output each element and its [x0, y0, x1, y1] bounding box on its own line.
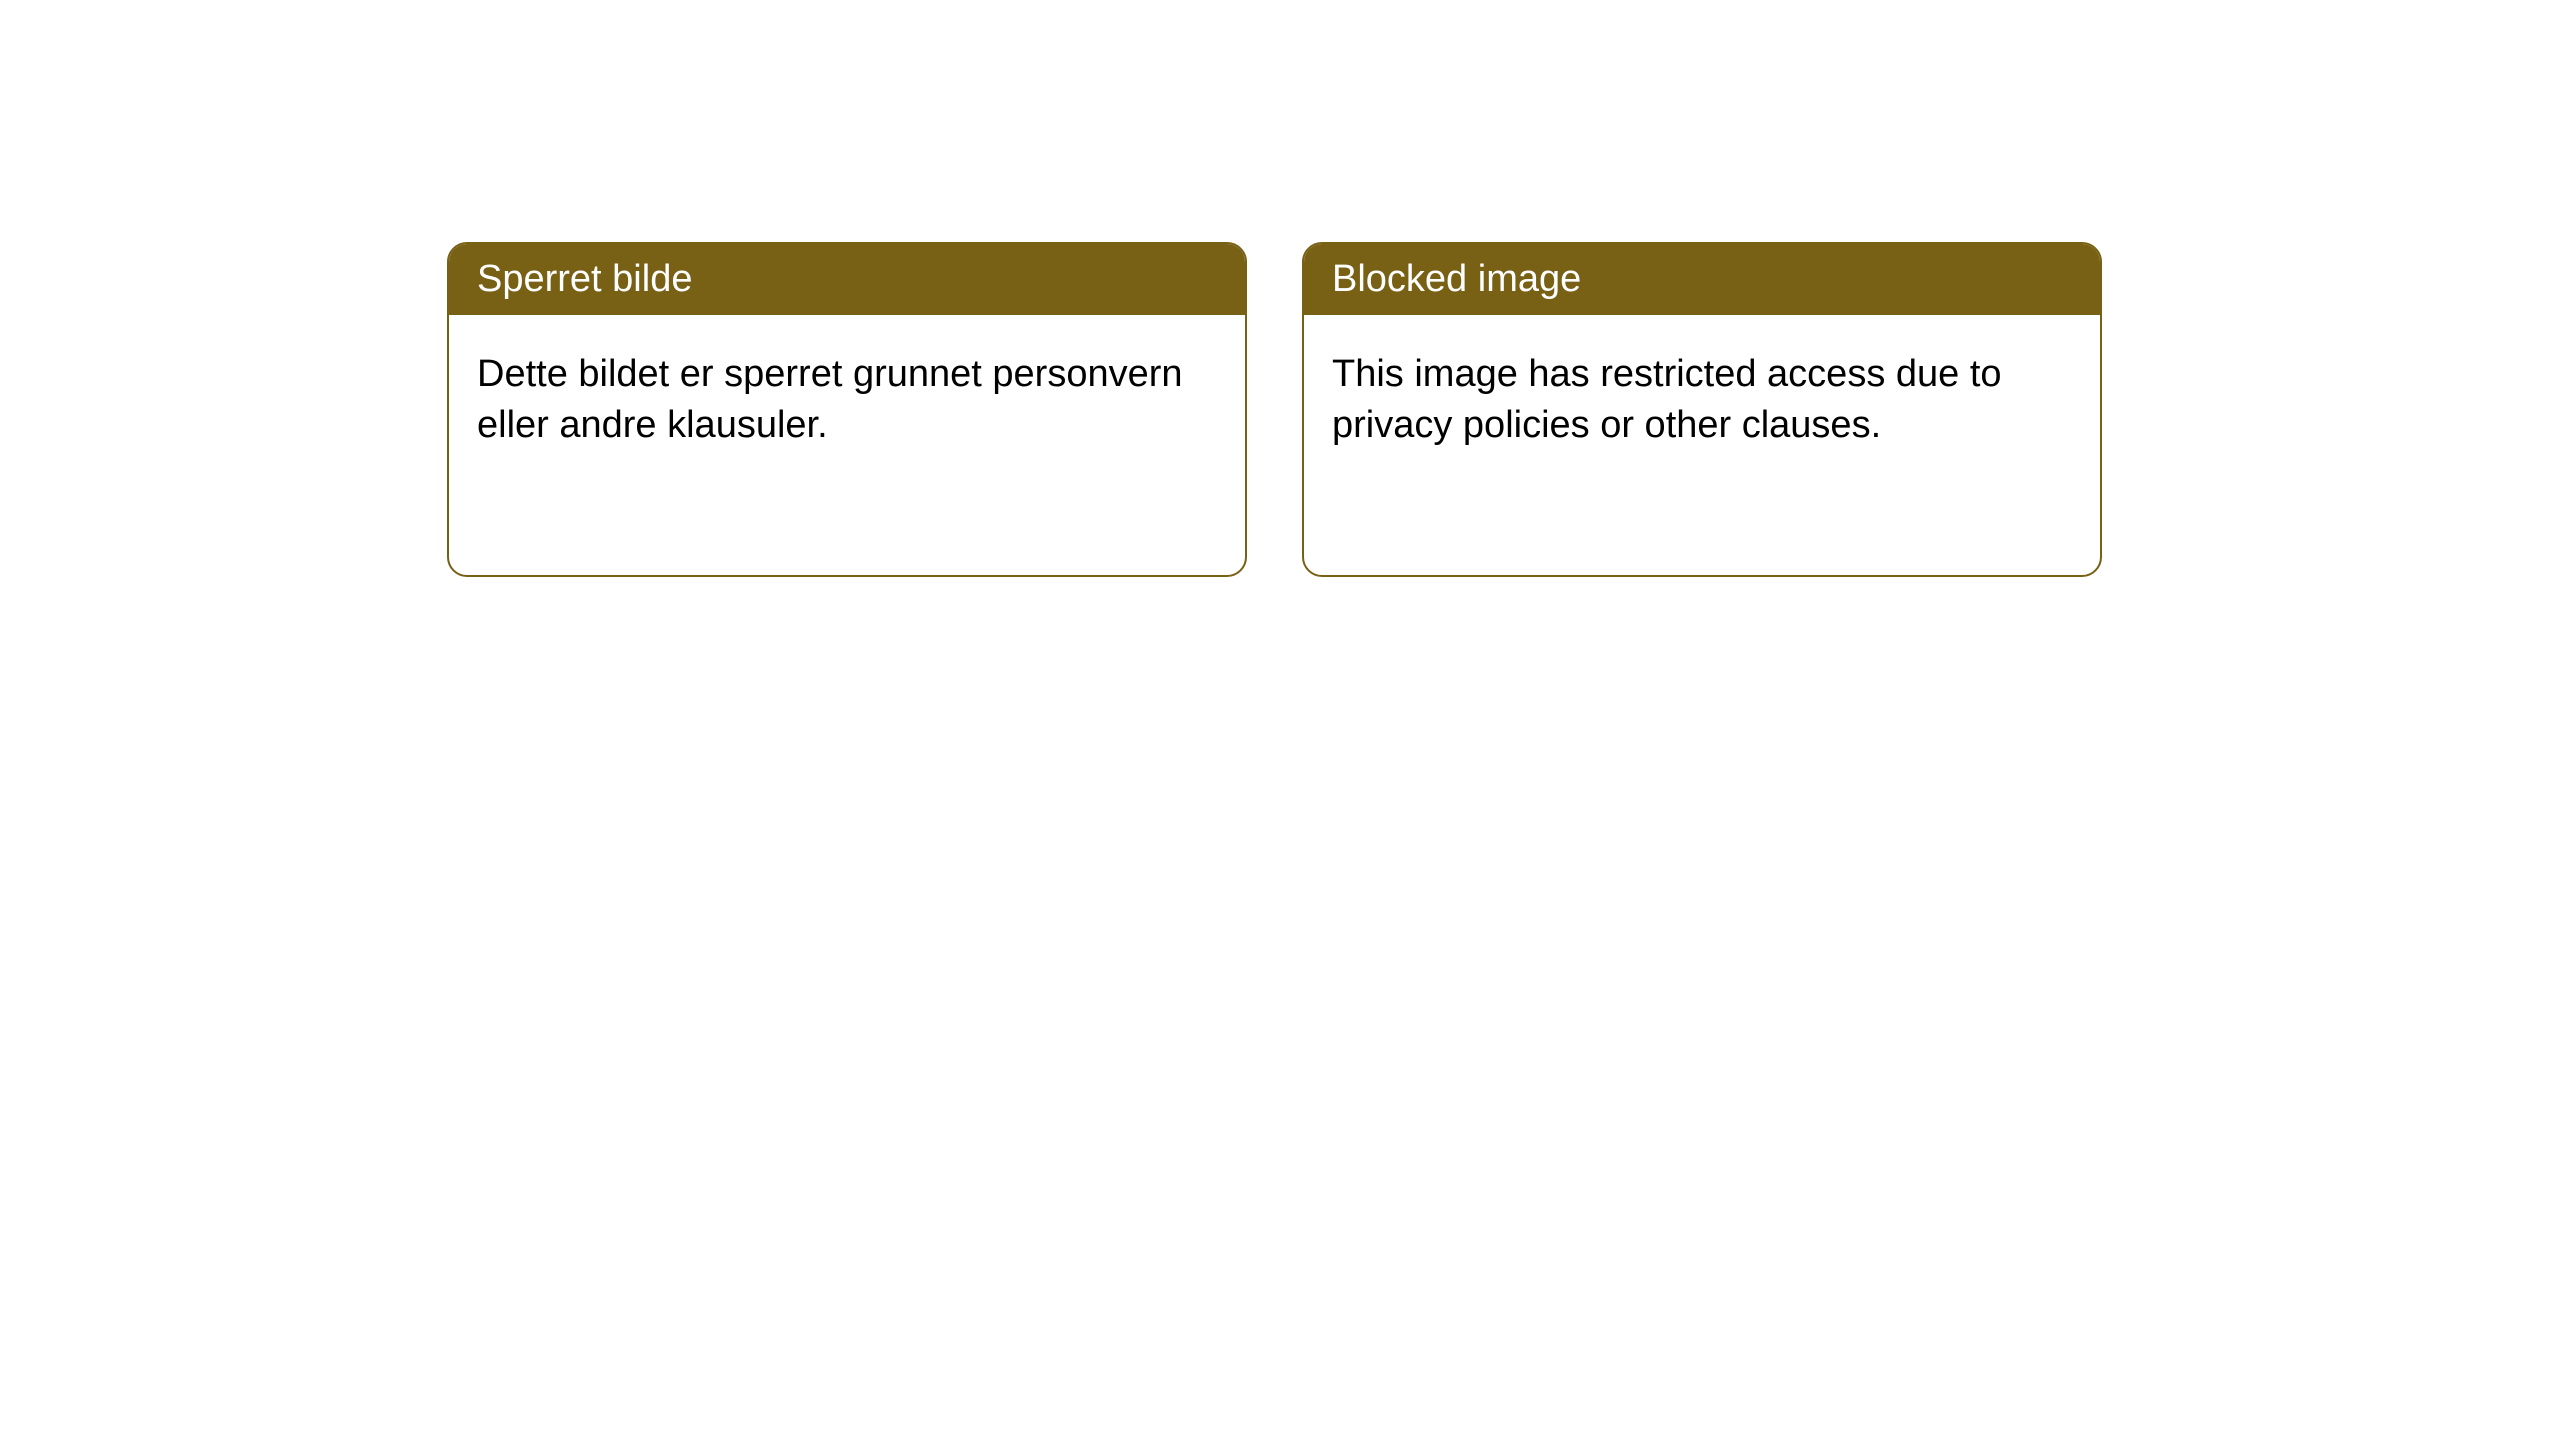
notice-body-english: This image has restricted access due to …	[1304, 315, 2100, 486]
notice-body-norwegian: Dette bildet er sperret grunnet personve…	[449, 315, 1245, 486]
notice-title-english: Blocked image	[1304, 244, 2100, 315]
notice-card-english: Blocked image This image has restricted …	[1302, 242, 2102, 577]
notice-card-norwegian: Sperret bilde Dette bildet er sperret gr…	[447, 242, 1247, 577]
notice-title-norwegian: Sperret bilde	[449, 244, 1245, 315]
notice-container: Sperret bilde Dette bildet er sperret gr…	[0, 0, 2560, 577]
